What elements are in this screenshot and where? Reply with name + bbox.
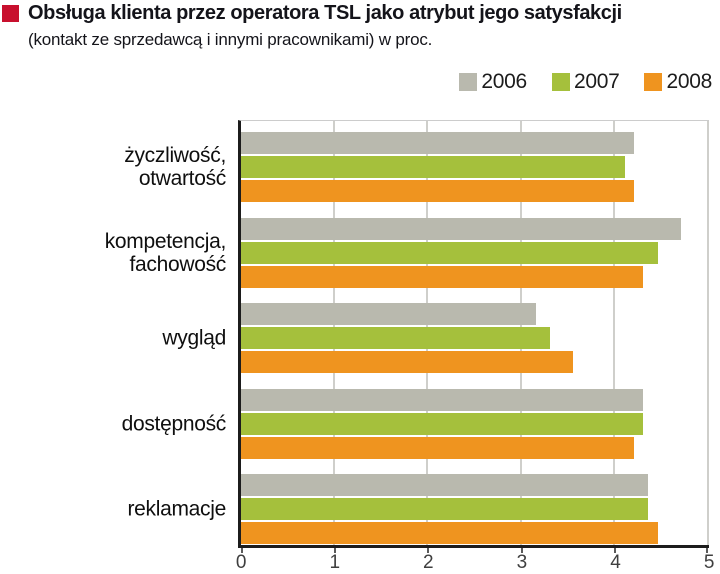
bar-2006-row0	[241, 132, 635, 154]
bar-2007-row3	[241, 412, 644, 435]
gridline-5	[707, 121, 709, 545]
bar-2008-row1	[241, 265, 644, 288]
gridline-4	[613, 121, 616, 545]
legend-label-2006: 2006	[481, 70, 527, 93]
legend-swatch-2007	[551, 73, 570, 91]
x-tick-0	[241, 548, 243, 553]
category-label-2: wygląd	[162, 326, 226, 350]
category-label-0: życzliwość, otwartość	[124, 144, 226, 190]
x-tick-label-4: 4	[610, 552, 621, 573]
legend-swatch-2006	[459, 73, 478, 91]
chart-title: Obsługa klienta przez operatora TSL jako…	[28, 2, 622, 24]
x-tick-label-2: 2	[423, 552, 434, 573]
category-label-1: kompetencja, fachowość	[104, 229, 227, 276]
x-tick-1	[333, 548, 336, 553]
category-label-3: dostępność	[121, 412, 227, 435]
chart-subtitle: (kontakt ze sprzedawcą i innymi pracowni…	[28, 30, 433, 49]
legend-label-2007: 2007	[573, 70, 620, 93]
x-tick-label-1: 1	[329, 552, 340, 573]
legend-item-2006: 2006	[459, 70, 527, 94]
x-tick-label-3: 3	[516, 552, 528, 573]
bar-2008-row4	[241, 522, 658, 544]
x-tick-5	[706, 548, 708, 553]
bar-2008-row2	[241, 351, 574, 373]
legend-item-2007: 2007	[551, 70, 620, 94]
legend-item-2008: 2008	[644, 70, 712, 94]
bar-2008-row0	[241, 180, 635, 202]
x-tick-2	[427, 548, 430, 553]
bar-2006-row3	[241, 388, 644, 411]
bar-2007-row1	[241, 241, 658, 264]
bar-2006-row2	[241, 303, 536, 325]
x-tick-label-0: 0	[235, 552, 247, 573]
bar-2007-row4	[241, 498, 649, 520]
bar-2007-row0	[241, 156, 625, 178]
x-tick-label-5: 5	[703, 552, 715, 573]
x-tick-3	[520, 548, 523, 553]
category-label-4: reklamacje	[127, 497, 226, 521]
bar-2008-row3	[241, 436, 635, 459]
legend: 2006 2007 2008	[459, 70, 712, 94]
x-tick-4	[614, 548, 617, 553]
bar-2006-row1	[241, 217, 681, 240]
bar-2007-row2	[241, 327, 550, 349]
plot-area: 0 1 2 3 4 5	[236, 120, 714, 573]
bar-2006-row4	[241, 474, 649, 496]
title-marker-icon	[2, 5, 19, 22]
legend-swatch-2008	[644, 73, 663, 91]
legend-label-2008: 2008	[666, 70, 712, 93]
y-axis-labels: życzliwość, otwartość kompetencja, fachowoś…	[0, 121, 227, 545]
